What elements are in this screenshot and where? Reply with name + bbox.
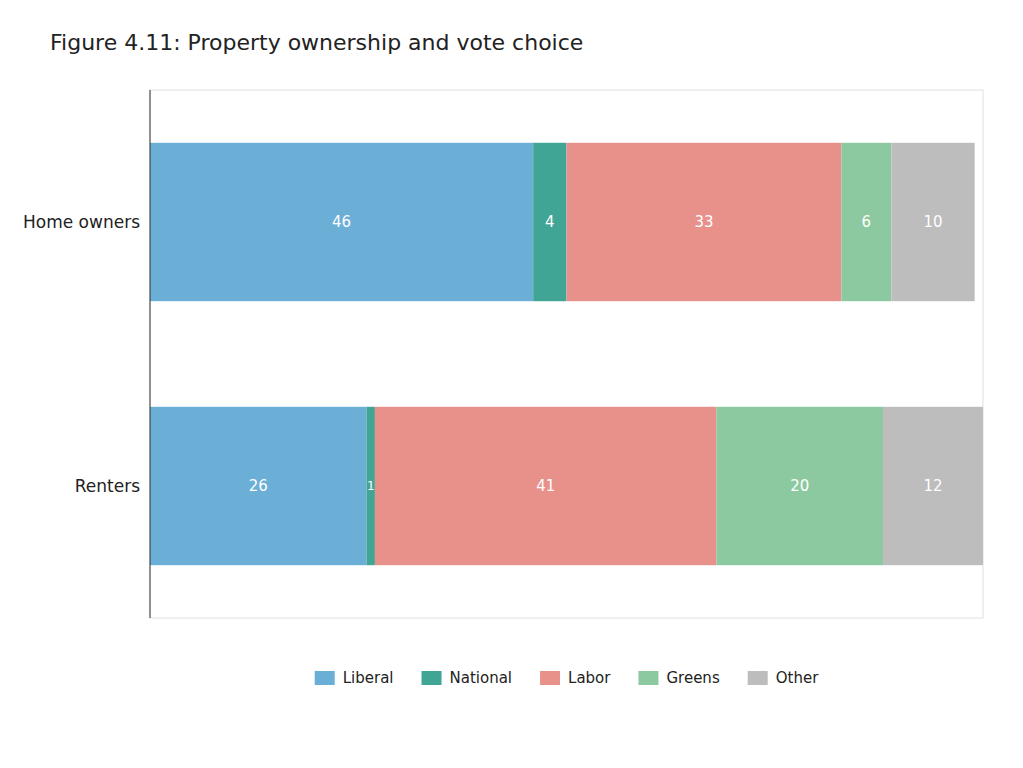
chart-container: Figure 4.11: Property ownership and vote… [0, 0, 1023, 768]
bar-segment [367, 407, 375, 565]
legend-label: National [450, 669, 513, 687]
legend-label: Greens [666, 669, 719, 687]
data-label: 41 [536, 477, 555, 495]
data-label: 26 [249, 477, 268, 495]
bar-segment [883, 407, 983, 565]
bar-segment [716, 407, 883, 565]
legend-swatch [315, 671, 335, 685]
bar-segment [375, 407, 717, 565]
legend: Liberal National Labor Greens Other [315, 669, 819, 687]
data-label: 1 [367, 479, 375, 493]
data-label: 33 [694, 213, 713, 231]
legend-swatch [422, 671, 442, 685]
data-label: 6 [862, 213, 872, 231]
bar-segment [150, 143, 533, 301]
legend-swatch [748, 671, 768, 685]
bar-segment [841, 143, 891, 301]
chart-title: Figure 4.11: Property ownership and vote… [50, 30, 583, 55]
legend-label: Other [776, 669, 819, 687]
bar-segment [567, 143, 842, 301]
y-axis-line [150, 90, 151, 618]
data-labels: 46 4 33 6 10 26 1 41 20 12 [249, 213, 943, 495]
legend-swatch [638, 671, 658, 685]
y-tick-label: Renters [75, 476, 140, 496]
legend-item: National [422, 669, 513, 687]
legend-item: Greens [638, 669, 719, 687]
bar-segment [150, 407, 367, 565]
plot-frame [150, 90, 983, 618]
legend-swatch [540, 671, 560, 685]
data-label: 20 [790, 477, 809, 495]
chart-svg: Figure 4.11: Property ownership and vote… [0, 0, 1023, 768]
data-label: 46 [332, 213, 351, 231]
bar-segment [533, 143, 566, 301]
legend-item: Liberal [315, 669, 394, 687]
bars [150, 143, 983, 565]
legend-label: Liberal [343, 669, 394, 687]
data-label: 10 [923, 213, 942, 231]
data-label: 12 [923, 477, 942, 495]
bar-segment [891, 143, 974, 301]
legend-item: Other [748, 669, 819, 687]
legend-label: Labor [568, 669, 611, 687]
y-tick-label: Home owners [23, 212, 140, 232]
legend-item: Labor [540, 669, 611, 687]
data-label: 4 [545, 213, 555, 231]
